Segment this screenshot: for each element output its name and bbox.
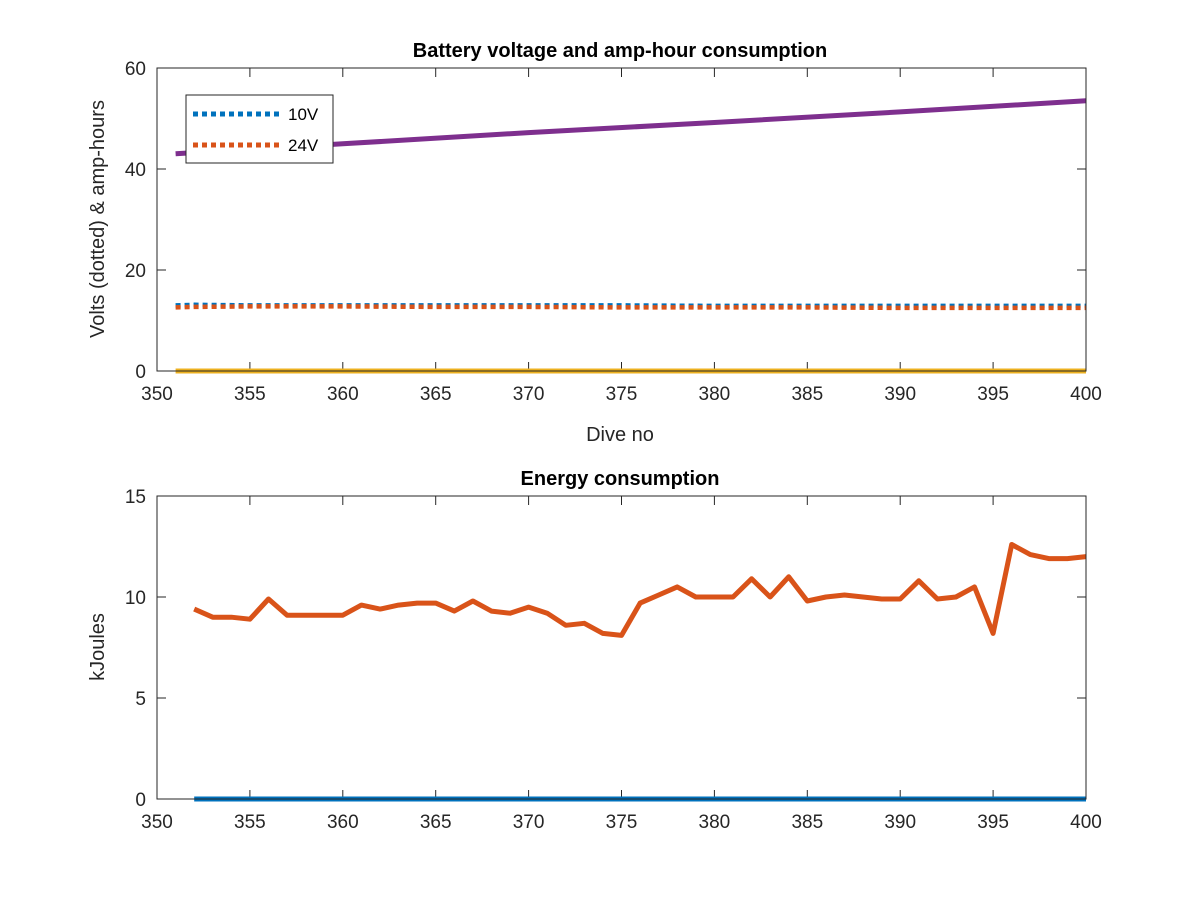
y-tick-label: 0 xyxy=(135,362,146,383)
legend: 10V 24V xyxy=(185,94,334,164)
y-tick-label: 10 xyxy=(125,588,146,609)
energy-consumption-axes: Energy consumption kJoules 350 355 360 365 3… xyxy=(87,468,1102,833)
x-tick-label: 350 xyxy=(141,812,173,833)
x-tick-label: 355 xyxy=(234,812,266,833)
x-tick-label: 375 xyxy=(606,384,638,405)
y-tick-label: 5 xyxy=(135,689,146,710)
y-tick-label: 15 xyxy=(125,487,146,508)
y-axis-label: Volts (dotted) & amp-hours xyxy=(87,100,109,338)
x-tick-label: 365 xyxy=(420,812,452,833)
y-tick-label: 40 xyxy=(125,160,146,181)
x-tick-label: 350 xyxy=(141,384,173,405)
plot-area xyxy=(157,496,1086,799)
x-tick-label: 380 xyxy=(699,812,731,833)
x-tick-label: 400 xyxy=(1070,384,1102,405)
x-axis-label: Dive no xyxy=(586,424,654,446)
x-tick-label: 395 xyxy=(977,812,1009,833)
x-tick-label: 390 xyxy=(884,812,916,833)
plot-border xyxy=(156,495,1087,800)
y-tick-label: 0 xyxy=(135,790,146,811)
legend-label-10v: 10V xyxy=(288,105,319,124)
plot-title: Energy consumption xyxy=(521,468,720,490)
series-line-24v xyxy=(175,304,1086,311)
x-tick-label: 365 xyxy=(420,384,452,405)
y-tick-label: 60 xyxy=(125,59,146,80)
x-tick-label: 355 xyxy=(234,384,266,405)
axis-ticks: 350 355 360 365 370 375 380 385 390 395 400 0 20 40 60 xyxy=(125,59,1102,405)
legend-box xyxy=(185,94,334,164)
y-axis-label: kJoules xyxy=(87,613,109,681)
y-tick-label: 20 xyxy=(125,261,146,282)
x-tick-label: 360 xyxy=(327,384,359,405)
x-tick-label: 375 xyxy=(606,812,638,833)
x-tick-label: 395 xyxy=(977,384,1009,405)
x-tick-label: 370 xyxy=(513,384,545,405)
x-tick-label: 370 xyxy=(513,812,545,833)
legend-label-24v: 24V xyxy=(288,136,319,155)
plot-title: Battery voltage and amp-hour consumption xyxy=(413,40,827,62)
x-tick-label: 385 xyxy=(791,812,823,833)
x-tick-label: 390 xyxy=(884,384,916,405)
voltage-amp-hour-axes: Battery voltage and amp-hour consumption… xyxy=(87,40,1102,446)
plot-border xyxy=(156,67,1087,372)
series-line-0 xyxy=(193,542,1087,638)
x-tick-label: 380 xyxy=(699,384,731,405)
x-tick-label: 360 xyxy=(327,812,359,833)
x-tick-label: 400 xyxy=(1070,812,1102,833)
x-tick-label: 385 xyxy=(791,384,823,405)
